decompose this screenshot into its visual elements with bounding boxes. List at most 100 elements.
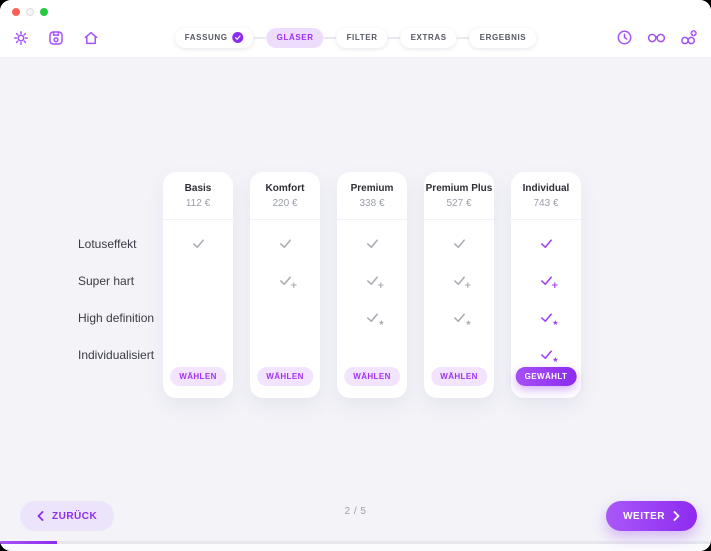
titlebar	[0, 0, 711, 18]
tier-header: Premium Plus 527 €	[424, 172, 494, 220]
save-icon[interactable]	[48, 30, 64, 46]
tier-feature-cells	[163, 225, 233, 373]
tier-card-basis: Basis 112 € WÄHLEN	[163, 172, 233, 398]
step-connector	[456, 36, 470, 39]
check-icon: +	[539, 273, 559, 291]
tier-card-premium-plus: Premium Plus 527 € + ★ WÄHLEN	[424, 172, 494, 398]
step-glaeser[interactable]: GLÄSER	[266, 27, 324, 48]
feature-label: Lotuseffekt	[78, 236, 137, 251]
tier-feature-cells: +	[250, 225, 320, 373]
check-icon: +	[278, 273, 298, 291]
step-label: FILTER	[346, 33, 378, 42]
tier-card-individual: Individual 743 € + ★ ★ GEWÄHLT	[511, 172, 581, 398]
tier-price: 338 €	[359, 198, 385, 209]
add-glasses-icon[interactable]	[680, 29, 698, 46]
window-minimize-button[interactable]	[26, 8, 34, 16]
check-icon: +	[365, 273, 385, 291]
tier-price: 527 €	[446, 198, 472, 209]
window-close-button[interactable]	[12, 8, 20, 16]
back-button[interactable]: ZURÜCK	[20, 501, 115, 531]
step-done-check-icon	[232, 32, 244, 43]
tier-select-button-premium-plus[interactable]: WÄHLEN	[431, 367, 487, 386]
settings-icon[interactable]	[13, 30, 29, 46]
tier-name: Individual	[522, 183, 570, 194]
history-clock-icon[interactable]	[616, 29, 633, 46]
glasses-icon[interactable]	[647, 31, 666, 44]
tier-card-premium: Premium 338 € + ★ WÄHLEN	[337, 172, 407, 398]
stepper: FASSUNG GLÄSER FILTER EXTRAS ERGEBNIS	[174, 27, 537, 48]
star-mark: ★	[552, 319, 559, 327]
step-extras[interactable]: EXTRAS	[400, 27, 457, 48]
feature-cell-empty	[250, 299, 320, 336]
tier-select-button-premium[interactable]: WÄHLEN	[344, 367, 400, 386]
feature-cell-empty	[163, 262, 233, 299]
tier-name: Basis	[184, 183, 212, 194]
toolbar: FASSUNG GLÄSER FILTER EXTRAS ERGEBNIS	[0, 18, 711, 58]
check-icon	[278, 236, 293, 251]
feature-cell: ★	[424, 299, 494, 336]
star-mark: ★	[552, 356, 559, 364]
tier-card-komfort: Komfort 220 € + WÄHLEN	[250, 172, 320, 398]
toolbar-left-icons	[13, 30, 99, 46]
step-ergebnis[interactable]: ERGEBNIS	[469, 27, 537, 48]
tier-select-button-basis[interactable]: WÄHLEN	[170, 367, 226, 386]
step-connector	[323, 36, 337, 39]
feature-label: Individualisiert	[78, 347, 155, 362]
tier-header: Komfort 220 €	[250, 172, 320, 220]
home-icon[interactable]	[83, 30, 99, 46]
step-connector	[387, 36, 401, 39]
check-icon: ★	[452, 310, 472, 327]
check-icon: ★	[365, 310, 385, 327]
tier-price: 743 €	[533, 198, 559, 209]
feature-cell	[163, 225, 233, 262]
feature-cell: +	[424, 262, 494, 299]
plus-mark: +	[463, 281, 472, 291]
feature-cell: +	[337, 262, 407, 299]
back-button-label: ZURÜCK	[52, 510, 98, 522]
plus-mark: +	[376, 281, 385, 291]
tier-select-button-komfort[interactable]: WÄHLEN	[257, 367, 313, 386]
check-icon	[452, 236, 467, 251]
tier-header: Premium 338 €	[337, 172, 407, 220]
next-button[interactable]: WEITER	[606, 501, 697, 531]
toolbar-right-icons	[616, 29, 698, 46]
step-label: GLÄSER	[276, 33, 314, 42]
feature-cell	[250, 225, 320, 262]
tier-header: Individual 743 €	[511, 172, 581, 220]
progress-fill	[0, 541, 57, 544]
feature-cell: +	[250, 262, 320, 299]
feature-cell: ★	[511, 299, 581, 336]
tier-select-button-individual[interactable]: GEWÄHLT	[515, 367, 577, 386]
step-connector	[253, 36, 267, 39]
chevron-right-icon	[673, 511, 680, 521]
feature-cell-empty	[163, 299, 233, 336]
feature-cell	[337, 225, 407, 262]
feature-cell	[511, 225, 581, 262]
main-content: Lotuseffekt Super hart High definition Indi…	[0, 58, 711, 541]
tier-feature-cells: + ★	[337, 225, 407, 373]
next-button-label: WEITER	[623, 510, 665, 522]
progress-track	[0, 541, 711, 544]
check-icon	[539, 236, 554, 251]
feature-cell: ★	[511, 336, 581, 373]
bottom-strip	[0, 544, 711, 551]
window-zoom-button[interactable]	[40, 8, 48, 16]
tier-feature-cells: + ★	[424, 225, 494, 373]
step-filter[interactable]: FILTER	[336, 27, 388, 48]
step-label: EXTRAS	[410, 33, 447, 42]
tier-cards: Basis 112 € WÄHLEN Komfort 220 € + WÄHLEN Premi…	[163, 172, 581, 398]
feature-label: High definition	[78, 310, 155, 325]
check-icon: ★	[539, 310, 559, 327]
plus-mark: +	[289, 281, 298, 291]
step-fassung[interactable]: FASSUNG	[174, 27, 254, 48]
feature-cell: +	[511, 262, 581, 299]
plus-mark: +	[550, 281, 559, 291]
star-mark: ★	[465, 319, 472, 327]
feature-label: Super hart	[78, 273, 135, 288]
step-label: FASSUNG	[184, 33, 228, 42]
chevron-left-icon	[37, 511, 44, 521]
tier-feature-cells: + ★ ★	[511, 225, 581, 373]
check-icon	[191, 236, 206, 251]
check-icon	[365, 236, 380, 251]
